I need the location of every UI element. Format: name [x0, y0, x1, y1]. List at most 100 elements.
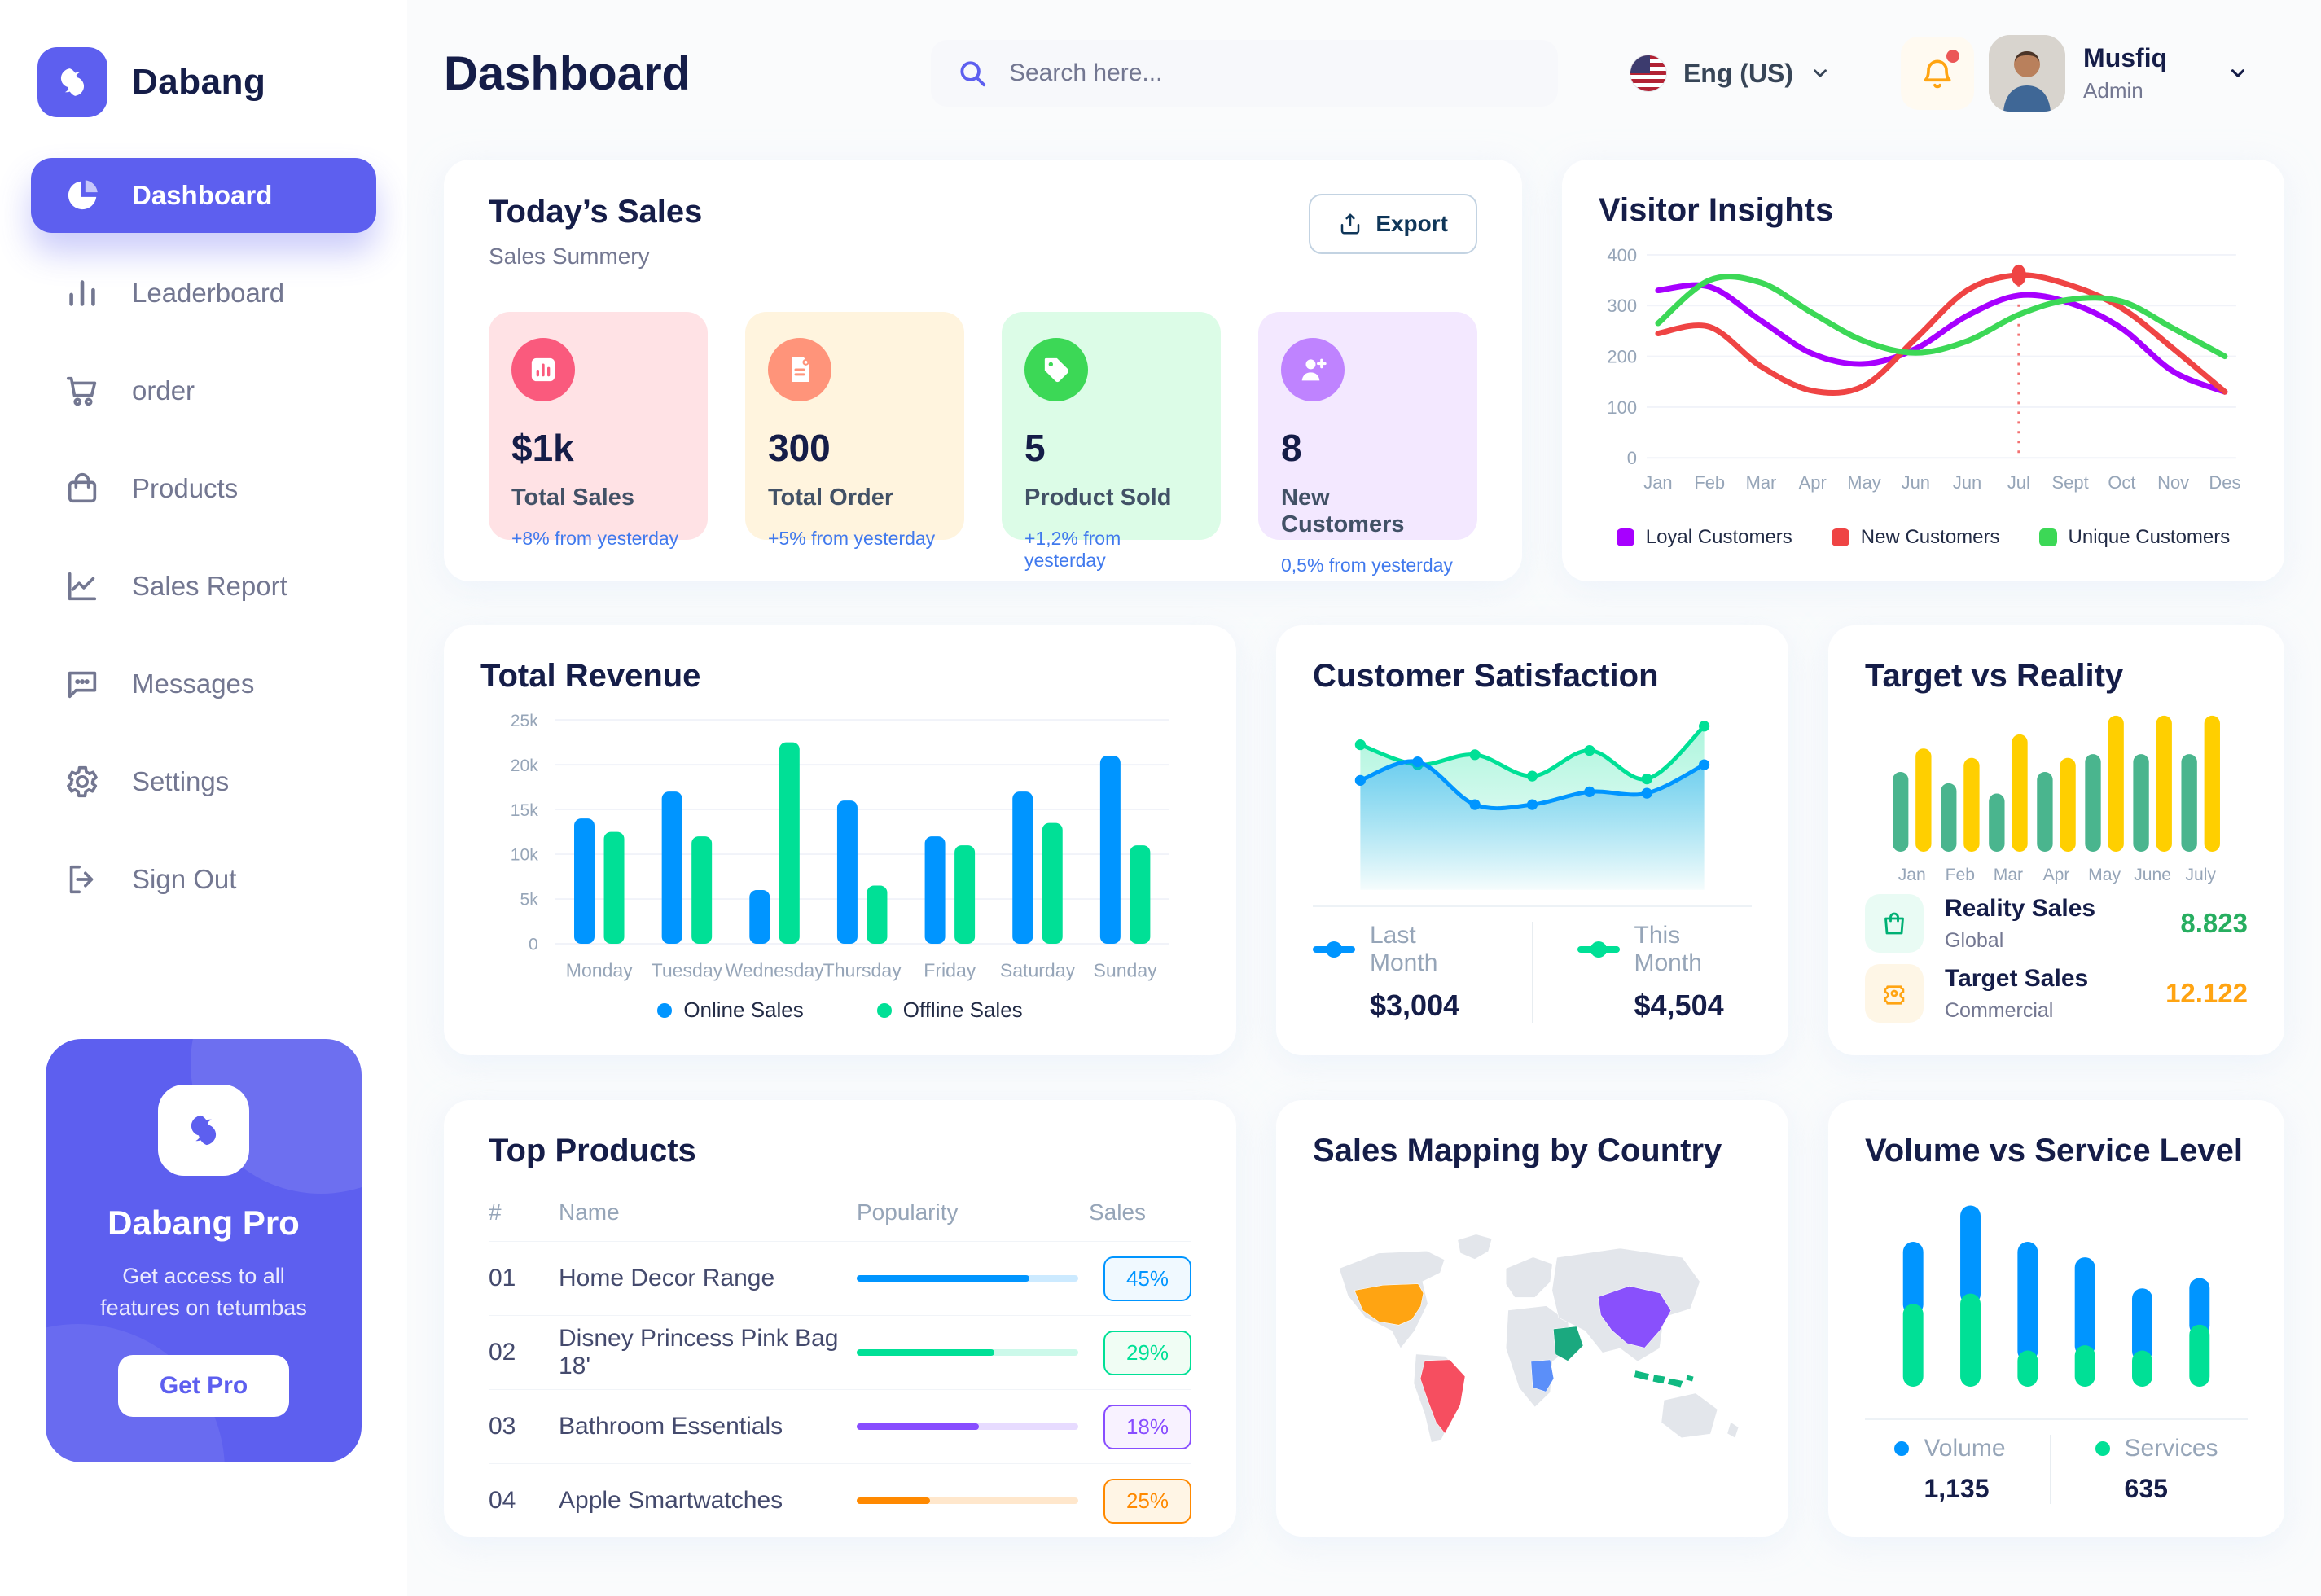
leaderboard-icon: [64, 274, 101, 312]
sidebar-item-messages[interactable]: Messages: [31, 647, 376, 721]
notification-badge: [1946, 50, 1960, 63]
column-header: #: [489, 1199, 502, 1225]
visitor-insights-card: Visitor Insights 0 100 200 300 400 Jan Feb Mar A…: [1562, 160, 2284, 581]
top-products-title: Top Products: [489, 1133, 696, 1168]
bar-chart-icon: [511, 338, 575, 401]
svg-text:300: 300: [1607, 296, 1637, 316]
sidebar-item-sign-out[interactable]: Sign Out: [31, 842, 376, 917]
table-row: 01 Home Decor Range 45%: [489, 1241, 1191, 1315]
dashboard-icon: [64, 177, 101, 214]
svg-text:Nov: Nov: [2157, 472, 2189, 493]
language-selector[interactable]: Eng (US): [1629, 55, 1831, 92]
svg-text:Jan: Jan: [1898, 866, 1926, 884]
summary-card-new-customers: 8 New Customers 0,5% from yesterday: [1258, 312, 1477, 576]
brand-logo: Dabang: [31, 33, 376, 158]
pro-logo-icon: [158, 1085, 249, 1176]
column-header: Name: [559, 1199, 620, 1225]
todays-sales-title: Today’s Sales: [489, 194, 703, 230]
svg-text:May: May: [1847, 472, 1880, 493]
language-label: Eng (US): [1683, 58, 1794, 88]
sidebar-item-settings[interactable]: Settings: [31, 744, 376, 819]
sidebar-item-label: Sign Out: [132, 864, 237, 894]
summary-label: Total Order: [768, 484, 894, 511]
table-row: 02 Disney Princess Pink Bag 18' 29%: [489, 1315, 1191, 1389]
table-row: 03 Bathroom Essentials 18%: [489, 1389, 1191, 1463]
legend-divider: [1531, 922, 1533, 1023]
svg-text:Friday: Friday: [924, 959, 976, 980]
sales-badge: 45%: [1103, 1256, 1191, 1301]
product-name: Home Decor Range: [559, 1265, 775, 1291]
svg-text:May: May: [2088, 866, 2121, 884]
sidebar-item-dashboard[interactable]: Dashboard: [31, 158, 376, 233]
legend-divider: [2049, 1435, 2051, 1504]
sales-mapping-card: Sales Mapping by Country: [1276, 1100, 1788, 1537]
svg-text:25k: 25k: [511, 712, 538, 730]
customer-satisfaction-title: Customer Satisfaction: [1313, 658, 1659, 694]
search-bar[interactable]: [930, 40, 1558, 107]
product-name: Bathroom Essentials: [559, 1413, 783, 1440]
popularity-bar: [857, 1349, 1078, 1356]
user-menu[interactable]: Musfiq Admin: [1989, 35, 2249, 112]
user-texts: Musfiq Admin: [2083, 43, 2167, 103]
svg-text:Sept: Sept: [2052, 472, 2089, 493]
legend-total: 1,135: [1924, 1474, 1990, 1503]
user-role: Admin: [2083, 78, 2143, 103]
visitor-insights-legend: Loyal Customers New Customers Unique Custo…: [1599, 526, 2248, 549]
legend-line-icon: [1577, 946, 1620, 953]
export-button[interactable]: Export: [1309, 194, 1477, 254]
svg-text:Wednesday: Wednesday: [725, 959, 824, 980]
product-rank: 03: [489, 1413, 516, 1440]
product-rank: 01: [489, 1265, 516, 1291]
svg-text:July: July: [2185, 866, 2216, 884]
legend-item-volume: Volume 1,135: [1894, 1435, 2006, 1504]
svg-text:100: 100: [1607, 397, 1637, 418]
svg-text:Mar: Mar: [1746, 472, 1777, 493]
brand-name: Dabang: [132, 62, 266, 102]
message-icon: [64, 665, 101, 703]
total-revenue-card: Total Revenue 0 5k 10k 15k 20k 25k Monday Tuesd…: [444, 625, 1236, 1055]
page-title: Dashboard: [444, 46, 691, 100]
svg-text:15k: 15k: [511, 801, 538, 820]
sidebar-item-label: Leaderboard: [132, 278, 285, 308]
sidebar-item-order[interactable]: order: [31, 353, 376, 428]
summary-value: 300: [768, 427, 831, 469]
search-icon: [960, 61, 986, 87]
legend-label: Target Sales: [1945, 964, 2089, 992]
notifications-button[interactable]: [1901, 37, 1975, 110]
get-pro-button[interactable]: Get Pro: [118, 1355, 289, 1418]
volume-service-chart: [1902, 1205, 2210, 1387]
svg-text:Monday: Monday: [566, 959, 633, 980]
total-revenue-chart: 0 5k 10k 15k 20k 25k Monday Tuesday WednesdayThu…: [511, 712, 1169, 980]
todays-sales-card: Today’s Sales Sales Summery Export $1k T…: [444, 160, 1522, 581]
legend-dot: [1894, 1441, 1910, 1456]
summary-label: New Customers: [1281, 484, 1405, 537]
top-bar: Dashboard Eng (US): [444, 23, 2284, 124]
total-revenue-title: Total Revenue: [480, 658, 701, 694]
svg-text:June: June: [2134, 866, 2171, 884]
svg-text:200: 200: [1607, 347, 1637, 367]
svg-text:Jun: Jun: [1902, 472, 1930, 493]
legend-swatch: [1831, 528, 1849, 546]
legend-dot: [657, 1002, 673, 1018]
legend-item-services: Services 635: [2095, 1435, 2218, 1504]
legend-dot: [2095, 1441, 2110, 1456]
sidebar-item-products[interactable]: Products: [31, 451, 376, 526]
volume-service-card: Volume vs Service Level Volume 1,135 Serv…: [1828, 1100, 2284, 1537]
avatar: [1989, 35, 2066, 112]
sidebar-item-leaderboard[interactable]: Leaderboard: [31, 256, 376, 331]
svg-text:Tuesday: Tuesday: [652, 959, 723, 980]
summary-value: 5: [1024, 427, 1046, 469]
user-plus-icon: [1281, 338, 1345, 401]
svg-text:Jan: Jan: [1643, 472, 1672, 493]
product-name: Disney Princess Pink Bag 18': [559, 1325, 839, 1379]
search-input[interactable]: [1008, 59, 1532, 87]
brand-logo-icon: [37, 47, 107, 117]
map-island: [1726, 1421, 1740, 1439]
shopping-bag-icon: [1865, 894, 1924, 953]
sidebar-item-sales-report[interactable]: Sales Report: [31, 549, 376, 624]
pro-title: Dabang Pro: [107, 1204, 300, 1242]
map-indonesia: [1634, 1370, 1695, 1388]
sidebar-item-label: order: [132, 375, 195, 406]
svg-text:Apr: Apr: [1799, 472, 1827, 493]
